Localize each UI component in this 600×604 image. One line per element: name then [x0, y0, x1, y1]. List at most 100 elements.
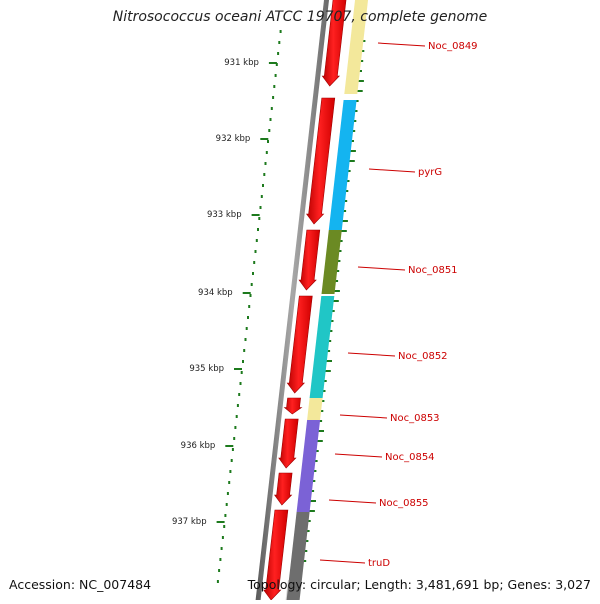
cds-arrow [274, 472, 293, 506]
genome-backbone [255, 0, 329, 600]
gene-label-leader [357, 266, 406, 271]
gc-skew-mark [356, 90, 363, 92]
gc-skew-mark [315, 450, 319, 452]
gc-skew-mark [312, 480, 316, 482]
cds-arrow [321, 0, 347, 87]
gc-skew-mark [313, 470, 317, 472]
kbp-ruler: 931 kbp 932 kbp 933 kbp 934 kbp 935 kbp 936 k… [172, 58, 277, 527]
kbp-tick-label: 937 kbp [172, 517, 207, 527]
gc-dot [224, 514, 227, 517]
gc-skew-mark [347, 170, 351, 172]
gc-skew-mark [345, 190, 349, 192]
gc-dot [278, 41, 281, 44]
gc-skew-mark [351, 140, 354, 142]
gc-dot [269, 118, 272, 121]
kbp-tick-label: 933 kbp [207, 210, 242, 220]
cds-arrow [263, 509, 289, 601]
kbp-tick-label: 932 kbp [216, 134, 251, 144]
gc-dot [263, 173, 266, 176]
gc-skew-mark [303, 560, 307, 562]
feature-track [286, 0, 369, 600]
gc-skew-mark [355, 100, 359, 102]
gc-skew-mark [361, 50, 365, 52]
gene-label-leader [319, 559, 366, 564]
feature-block [321, 230, 342, 294]
gc-skew-mark [339, 240, 343, 242]
gc-skew-mark [337, 260, 341, 262]
gc-dot [255, 239, 258, 242]
gene-label: Noc_0855 [379, 498, 429, 509]
cds-arrow [278, 418, 299, 469]
gc-skew-mark [332, 300, 339, 302]
gene-label: Noc_0852 [398, 351, 448, 362]
gc-skew-mark [306, 530, 310, 532]
gc-skew-mark [314, 460, 318, 462]
gc-skew-mark [348, 160, 355, 162]
gc-dot [272, 96, 275, 99]
map-title: Nitrosococcus oceani ATCC 19707, complet… [112, 9, 488, 25]
gc-skew-mark [344, 200, 348, 202]
gc-skew-mark [310, 500, 316, 502]
gc-skew-mark [307, 520, 311, 522]
gc-dot [243, 349, 246, 352]
gene-label-leader [368, 168, 416, 173]
gc-skew-mark [343, 210, 347, 212]
gc-skew-mark [308, 510, 315, 512]
gc-dot [234, 426, 237, 429]
gc-skew-mark [305, 540, 309, 542]
gc-dot [270, 107, 273, 110]
gc-dot [257, 228, 259, 231]
cds-arrow [286, 295, 313, 394]
kbp-tick-mark [251, 214, 260, 216]
gc-skew-mark [335, 280, 339, 282]
gc-dot [250, 283, 253, 286]
feature-block [286, 512, 310, 600]
gc-dot [244, 338, 247, 341]
gc-dot [235, 415, 238, 418]
gc-dot [236, 404, 239, 407]
feature-block [328, 100, 357, 230]
gc-skew-mark [349, 150, 356, 152]
gene-label: pyrG [418, 167, 442, 178]
gc-dot [254, 250, 257, 253]
gc-skew-mark [359, 70, 362, 72]
kbp-tick-mark [234, 368, 242, 370]
gc-skew-mark [316, 440, 323, 442]
gc-dot [248, 305, 251, 308]
gc-skew-mark [354, 110, 358, 112]
kbp-tick-mark [260, 138, 269, 140]
gc-dot [273, 85, 276, 88]
gc-dot [233, 437, 236, 440]
gc-dot [260, 195, 263, 198]
gc-skew-mark [322, 390, 326, 392]
gene-label: Noc_0854 [385, 452, 435, 463]
gc-dot [225, 503, 228, 506]
gc-dot [220, 547, 223, 550]
gene-label-leader [328, 499, 377, 504]
gc-dot [253, 261, 256, 264]
gc-skew-mark [353, 120, 357, 122]
gc-dot [219, 558, 222, 561]
gc-skew-mark [360, 60, 364, 62]
gene-label-leader [377, 42, 426, 47]
gene-label-leader [339, 414, 388, 419]
gc-skew-mark [333, 290, 340, 292]
gc-skew-track [216, 30, 366, 583]
gc-skew-mark [326, 360, 332, 362]
gc-dot [275, 63, 278, 66]
gc-dot [238, 393, 241, 396]
cds-track [263, 0, 347, 601]
gc-skew-mark [319, 420, 323, 422]
gc-skew-mark [338, 250, 342, 252]
gc-dot [268, 129, 271, 132]
genome-backbone-line [255, 0, 329, 600]
gc-dot [264, 162, 267, 165]
gc-skew-mark [362, 40, 366, 42]
gc-dot [221, 536, 224, 539]
gc-skew-mark [327, 350, 331, 352]
gc-skew-mark [304, 550, 308, 552]
gc-dot [262, 184, 264, 187]
gc-skew-mark [341, 220, 348, 222]
gc-skew-mark [328, 340, 332, 342]
